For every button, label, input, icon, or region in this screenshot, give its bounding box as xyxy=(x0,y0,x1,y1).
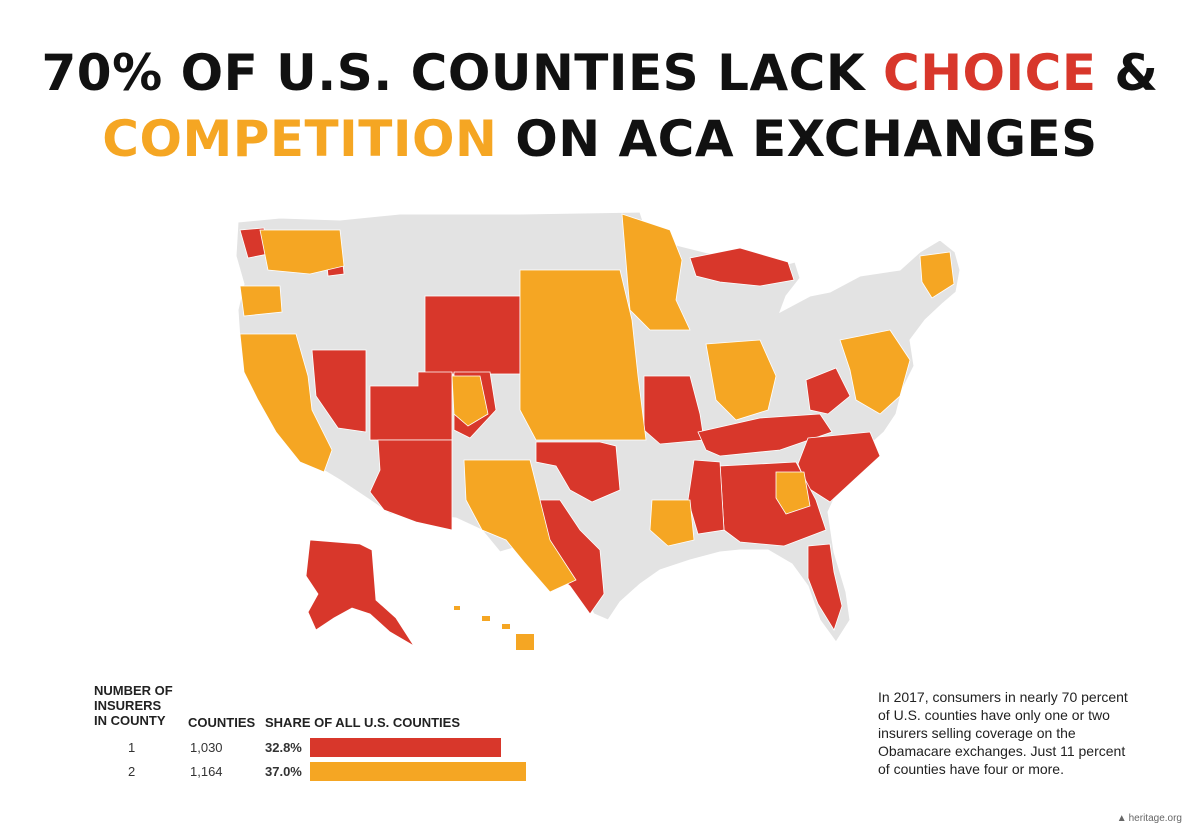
region-arizona xyxy=(369,439,453,531)
region-texas-west xyxy=(463,459,577,593)
legend-row-counties: 1,030 xyxy=(190,740,223,755)
map-alaska xyxy=(305,539,415,647)
hawaii-island-2 xyxy=(482,616,490,621)
legend-row-1: 1 1,030 32.8% xyxy=(80,738,540,760)
title-text-counties: OF U.S. COUNTIES LACK xyxy=(162,44,883,102)
region-carolinas xyxy=(797,431,881,503)
region-washington xyxy=(259,229,345,275)
legend-header-counties: COUNTIES xyxy=(188,715,256,730)
title-line-1: 70% OF U.S. COUNTIES LACK CHOICE & xyxy=(0,40,1200,106)
legend-row-insurers: 1 xyxy=(128,740,136,755)
region-plains xyxy=(519,269,647,441)
region-georgia-spots xyxy=(775,471,811,515)
region-wyoming xyxy=(424,295,521,375)
region-virginia-ne xyxy=(839,329,911,415)
hawaii-island-1 xyxy=(454,606,460,610)
region-maine xyxy=(919,251,955,299)
hawaii-island-4 xyxy=(516,634,534,650)
legend-row-counties: 1,164 xyxy=(190,764,223,779)
us-county-map xyxy=(235,211,961,650)
legend-row-insurers: 2 xyxy=(128,764,136,779)
heritage-logo-icon: ▲ xyxy=(1116,813,1127,824)
title-aca-exchanges: ACA EXCHANGES xyxy=(618,110,1098,168)
legend-row-share: 37.0% xyxy=(265,764,302,779)
legend-header-share: SHARE OF ALL U.S. COUNTIES xyxy=(265,715,461,730)
title-choice: CHOICE xyxy=(883,44,1097,102)
region-mississippi-louisiana xyxy=(687,459,725,535)
legend-row-share: 32.8% xyxy=(265,740,302,755)
region-illinois-indiana xyxy=(705,339,777,421)
region-oregon-spots xyxy=(239,285,283,317)
region-tennessee-kentucky xyxy=(697,413,833,457)
legend-bar-one-insurer xyxy=(310,738,502,757)
legend-bar-two-insurers xyxy=(310,762,526,781)
hawaii-island-3 xyxy=(502,624,510,629)
region-utah xyxy=(369,371,453,441)
map-two-insurer-regions xyxy=(239,213,955,593)
legend-header-insurers: NUMBER OF INSURERS IN COUNTY xyxy=(94,683,173,728)
title-competition: COMPETITION xyxy=(102,110,498,168)
region-new-mexico-spots xyxy=(451,375,489,427)
region-west-virginia xyxy=(805,367,851,415)
title-on: ON xyxy=(497,110,619,168)
explanatory-note: In 2017, consumers in nearly 70 percent … xyxy=(878,689,1128,777)
region-florida xyxy=(807,543,843,631)
region-nevada xyxy=(311,349,367,433)
region-michigan-up xyxy=(689,247,795,287)
chart-title: 70% OF U.S. COUNTIES LACK CHOICE & COMPE… xyxy=(0,40,1200,172)
title-ampersand: & xyxy=(1096,44,1159,102)
map-hawaii xyxy=(454,606,534,650)
source-credit-text: heritage.org xyxy=(1128,813,1182,824)
region-louisiana xyxy=(649,499,695,547)
region-oklahoma xyxy=(535,441,621,503)
map-one-insurer-regions xyxy=(239,227,881,631)
title-percent: 70% xyxy=(41,44,163,102)
region-alaska xyxy=(305,539,415,647)
title-line-2: COMPETITION ON ACA EXCHANGES xyxy=(0,106,1200,172)
region-california xyxy=(239,333,333,473)
region-minnesota xyxy=(621,213,691,331)
legend-row-2: 2 1,164 37.0% xyxy=(80,762,540,784)
source-credit: ▲ heritage.org xyxy=(1117,813,1182,824)
